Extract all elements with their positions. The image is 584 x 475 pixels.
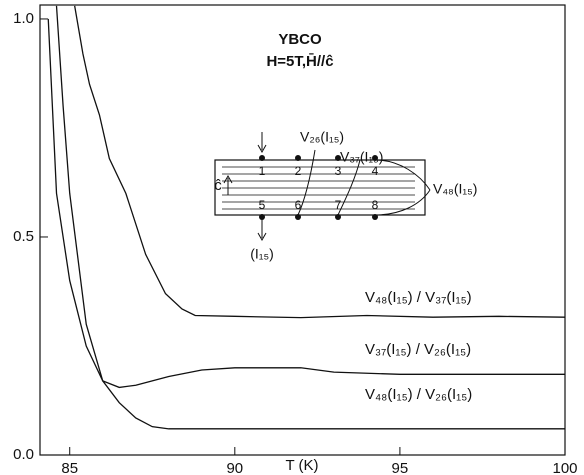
- annotation: (I₁₅): [250, 246, 274, 262]
- annotation: V₄₈(I₁₅): [433, 181, 477, 197]
- annotation: 4: [372, 164, 379, 178]
- annotation: YBCO: [278, 31, 322, 48]
- annotation: H=5T,H̄//ĉ: [266, 52, 333, 70]
- series-label: V₃₇(I₁₅) / V₂₆(I₁₅): [365, 341, 471, 358]
- annotation: 6: [295, 198, 302, 212]
- series-label: V₄₈(I₁₅) / V₂₆(I₁₅): [365, 386, 472, 403]
- y-tick-label: 0.0: [13, 446, 34, 463]
- annotation: ĉ: [214, 177, 222, 194]
- plot-frame: [39, 4, 566, 456]
- inset-diagram: [214, 132, 431, 242]
- data-line: [55, 5, 565, 389]
- annotation: 7: [335, 198, 342, 212]
- annotation: 5: [259, 198, 266, 212]
- series-label: V₄₈(I₁₅) / V₃₇(I₁₅): [365, 289, 472, 306]
- x-tick-label: 100: [552, 460, 577, 475]
- annotation: 3: [335, 164, 342, 178]
- annotation: 2: [295, 164, 302, 178]
- annotation: 8: [372, 198, 379, 212]
- x-axis-label: T (K): [285, 457, 318, 474]
- annotation: 1: [259, 164, 266, 178]
- x-tick-label: 90: [226, 460, 243, 475]
- x-tick-label: 95: [392, 460, 409, 475]
- y-tick-label: 0.5: [13, 228, 34, 245]
- annotation: V₂₆(I₁₅): [300, 129, 344, 145]
- y-tick-label: 1.0: [13, 10, 34, 27]
- data-line: [47, 18, 565, 430]
- annotation: V₃₇(I₁₅): [340, 149, 383, 165]
- data-line: [74, 5, 566, 319]
- x-tick-label: 85: [61, 460, 78, 475]
